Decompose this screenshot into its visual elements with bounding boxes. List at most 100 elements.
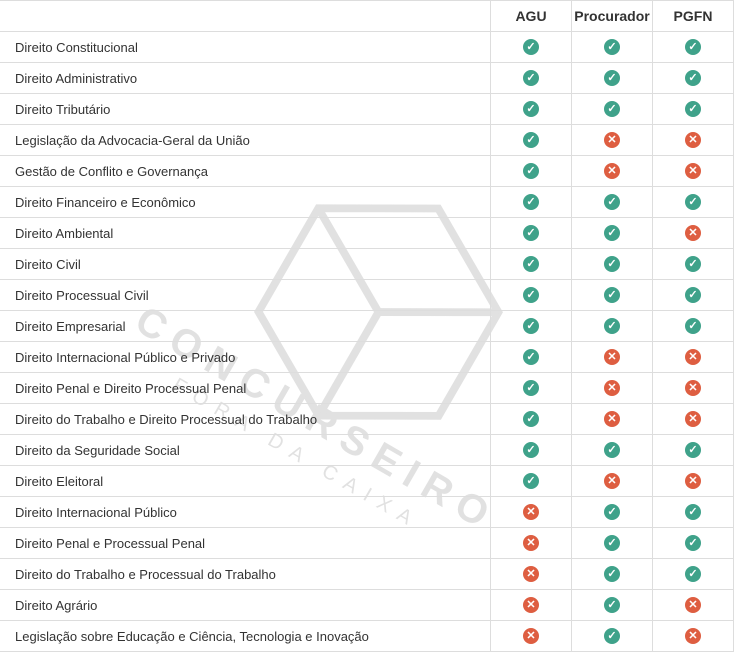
row-label: Direito Processual Civil: [1, 280, 491, 311]
row-mark: [491, 466, 572, 497]
row-label: Direito Penal e Processual Penal: [1, 528, 491, 559]
check-icon: [604, 535, 620, 551]
check-icon: [604, 194, 620, 210]
cross-icon: [685, 163, 701, 179]
row-mark: [491, 435, 572, 466]
cross-icon: [685, 380, 701, 396]
table-row: Legislação sobre Educação e Ciência, Tec…: [1, 621, 734, 652]
check-icon: [685, 39, 701, 55]
row-mark: [572, 94, 653, 125]
check-icon: [523, 70, 539, 86]
check-icon: [523, 287, 539, 303]
row-mark: [653, 497, 734, 528]
cross-icon: [604, 380, 620, 396]
check-icon: [685, 442, 701, 458]
check-icon: [523, 473, 539, 489]
check-icon: [685, 256, 701, 272]
check-icon: [523, 194, 539, 210]
cross-icon: [604, 473, 620, 489]
row-mark: [653, 373, 734, 404]
table-row: Direito do Trabalho e Processual do Trab…: [1, 559, 734, 590]
cross-icon: [604, 163, 620, 179]
cross-icon: [685, 628, 701, 644]
header-empty: [1, 1, 491, 32]
table-header-row: AGU Procurador PGFN: [1, 1, 734, 32]
check-icon: [523, 163, 539, 179]
row-mark: [491, 280, 572, 311]
row-mark: [653, 590, 734, 621]
check-icon: [604, 39, 620, 55]
row-mark: [653, 466, 734, 497]
check-icon: [604, 70, 620, 86]
check-icon: [523, 225, 539, 241]
cross-icon: [523, 566, 539, 582]
header-col-2: PGFN: [653, 1, 734, 32]
table-row: Direito do Trabalho e Direito Processual…: [1, 404, 734, 435]
row-label: Direito Administrativo: [1, 63, 491, 94]
check-icon: [685, 194, 701, 210]
row-mark: [653, 94, 734, 125]
check-icon: [523, 442, 539, 458]
table-row: Direito Internacional Público: [1, 497, 734, 528]
row-mark: [572, 187, 653, 218]
check-icon: [604, 442, 620, 458]
row-mark: [491, 342, 572, 373]
row-mark: [653, 280, 734, 311]
row-label: Direito Ambiental: [1, 218, 491, 249]
row-label: Direito Agrário: [1, 590, 491, 621]
row-label: Direito Tributário: [1, 94, 491, 125]
table-row: Direito Agrário: [1, 590, 734, 621]
row-mark: [491, 559, 572, 590]
check-icon: [523, 318, 539, 334]
row-mark: [653, 63, 734, 94]
row-mark: [572, 311, 653, 342]
check-icon: [604, 504, 620, 520]
check-icon: [604, 225, 620, 241]
row-mark: [572, 590, 653, 621]
table-row: Direito Eleitoral: [1, 466, 734, 497]
row-mark: [572, 156, 653, 187]
check-icon: [604, 256, 620, 272]
row-mark: [572, 621, 653, 652]
row-mark: [491, 497, 572, 528]
check-icon: [685, 287, 701, 303]
cross-icon: [523, 535, 539, 551]
cross-icon: [685, 597, 701, 613]
row-label: Direito Internacional Público e Privado: [1, 342, 491, 373]
row-mark: [572, 404, 653, 435]
check-icon: [523, 411, 539, 427]
cross-icon: [523, 504, 539, 520]
cross-icon: [523, 597, 539, 613]
header-col-1: Procurador: [572, 1, 653, 32]
row-mark: [491, 404, 572, 435]
row-mark: [653, 621, 734, 652]
row-mark: [653, 435, 734, 466]
row-mark: [491, 590, 572, 621]
row-mark: [491, 187, 572, 218]
check-icon: [523, 39, 539, 55]
check-icon: [604, 287, 620, 303]
row-mark: [653, 156, 734, 187]
table-row: Gestão de Conflito e Governança: [1, 156, 734, 187]
check-icon: [685, 535, 701, 551]
row-mark: [491, 156, 572, 187]
comparison-table: AGU Procurador PGFN Direito Constitucion…: [0, 0, 734, 652]
cross-icon: [685, 411, 701, 427]
row-mark: [572, 373, 653, 404]
row-label: Direito Internacional Público: [1, 497, 491, 528]
row-mark: [572, 559, 653, 590]
check-icon: [604, 566, 620, 582]
check-icon: [604, 597, 620, 613]
check-icon: [685, 70, 701, 86]
header-col-0: AGU: [491, 1, 572, 32]
row-label: Legislação da Advocacia-Geral da União: [1, 125, 491, 156]
table-row: Direito Administrativo: [1, 63, 734, 94]
table-row: Direito da Seguridade Social: [1, 435, 734, 466]
table-row: Legislação da Advocacia-Geral da União: [1, 125, 734, 156]
row-label: Direito Civil: [1, 249, 491, 280]
table-row: Direito Penal e Direito Processual Penal: [1, 373, 734, 404]
row-label: Direito do Trabalho e Processual do Trab…: [1, 559, 491, 590]
row-mark: [491, 63, 572, 94]
row-mark: [653, 249, 734, 280]
row-mark: [491, 32, 572, 63]
